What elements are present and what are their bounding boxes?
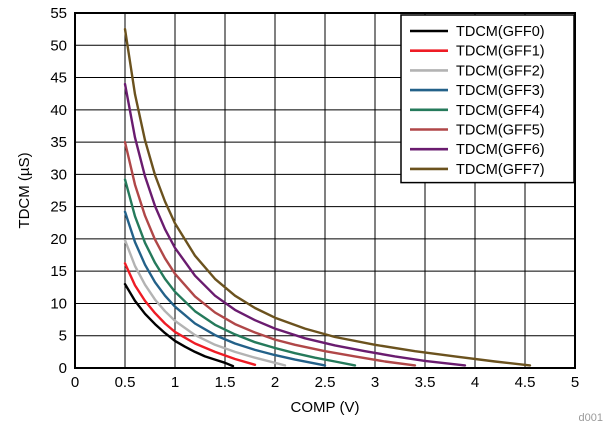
y-tick-label: 5 — [59, 328, 67, 345]
x-tick-label: 5 — [571, 374, 579, 391]
y-tick-label: 0 — [59, 360, 67, 377]
y-tick-label: 25 — [50, 199, 67, 216]
x-tick-label: 0 — [71, 374, 79, 391]
legend-label: TDCM(GFF0) — [456, 24, 545, 40]
x-tick-label: 2.5 — [315, 374, 336, 391]
legend-box — [400, 14, 575, 184]
series-lines — [123, 27, 532, 368]
y-tick-label: 45 — [50, 70, 67, 87]
y-axis-title: TDCM (µS) — [16, 152, 33, 228]
x-tick-labels: 0 0.5 1 1.5 2 2.5 3 3.5 4 4.5 5 — [71, 374, 579, 391]
legend-label: TDCM(GFF2) — [456, 63, 545, 79]
legend-label: TDCM(GFF7) — [456, 162, 545, 178]
legend: TDCM(GFF0) TDCM(GFF1) TDCM(GFF2) TDCM(GFF3)… — [400, 14, 575, 184]
series-line-tdcm-gff4 — [123, 178, 357, 367]
x-tick-label: 3.5 — [415, 374, 436, 391]
legend-label: TDCM(GFF3) — [456, 83, 545, 99]
series-line-tdcm-gff1 — [123, 262, 257, 366]
series-line-tdcm-gff3 — [123, 210, 327, 367]
y-tick-label: 55 — [50, 5, 67, 22]
series-line-tdcm-gff6 — [123, 82, 467, 367]
x-tick-label: 4.5 — [515, 374, 536, 391]
x-tick-label: 3 — [371, 374, 379, 391]
series-line-tdcm-gff7 — [123, 27, 532, 367]
x-tick-label: 1.5 — [215, 374, 236, 391]
series-line-tdcm-gff0 — [123, 282, 235, 368]
x-tick-label: 0.5 — [115, 374, 136, 391]
x-tick-label: 1 — [171, 374, 179, 391]
legend-label: TDCM(GFF4) — [456, 103, 545, 119]
plot-frame — [74, 12, 576, 369]
legend-label: TDCM(GFF6) — [456, 142, 545, 158]
x-tick-label: 2 — [271, 374, 279, 391]
x-tick-label: 4 — [471, 374, 479, 391]
figure-id: d001 — [579, 412, 603, 424]
x-axis-title: COMP (V) — [291, 399, 360, 416]
y-tick-label: 15 — [50, 263, 67, 280]
legend-label: TDCM(GFF1) — [456, 44, 545, 60]
y-tick-labels: 0 5 10 15 20 25 30 35 40 45 50 55 — [50, 5, 67, 377]
y-tick-label: 35 — [50, 134, 67, 151]
series-line-tdcm-gff2 — [123, 238, 287, 367]
series-line-tdcm-gff5 — [123, 140, 417, 367]
y-tick-label: 30 — [50, 166, 67, 183]
y-tick-label: 40 — [50, 102, 67, 119]
y-tick-label: 50 — [50, 37, 67, 54]
legend-label: TDCM(GFF5) — [456, 123, 545, 139]
y-tick-label: 20 — [50, 231, 67, 248]
y-tick-label: 10 — [50, 295, 67, 312]
